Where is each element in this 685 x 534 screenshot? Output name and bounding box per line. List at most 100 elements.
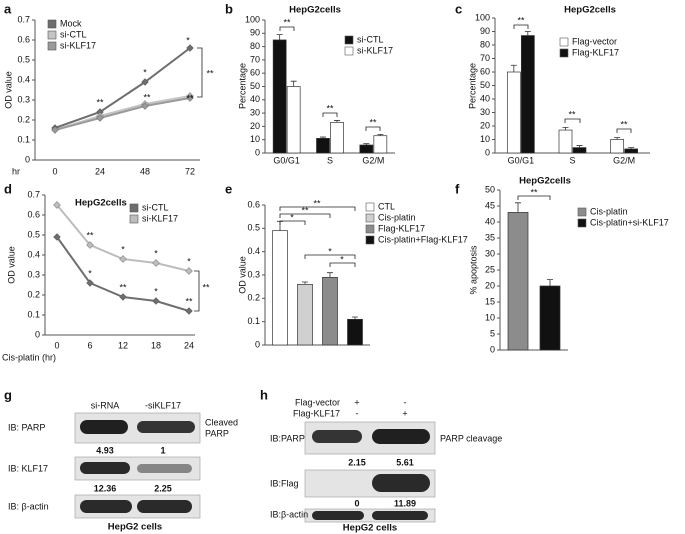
blot-caption: HepG2 cells [108, 522, 162, 533]
point [152, 297, 160, 305]
y-tick-label: 70 [480, 53, 490, 63]
y-tick-label: 100 [245, 14, 260, 24]
y-tick-label: 50 [250, 81, 260, 91]
x-tick-label: 24 [95, 166, 105, 176]
band-quantity: 4.93 [96, 445, 114, 455]
y-tick-label: 40 [485, 216, 495, 226]
y-tick-label: 0.7 [27, 189, 40, 199]
legend-swatch [344, 35, 354, 45]
band-quantity: 1 [160, 445, 165, 455]
legend-swatch [47, 30, 57, 40]
chart-title: HepG2cells [564, 5, 616, 16]
legend-label: CTL [378, 201, 395, 211]
point [119, 293, 127, 301]
probe-label: IB:PARP [270, 433, 305, 443]
band-quantity: 12.36 [94, 483, 117, 493]
y-tick-label: 0.4 [17, 74, 30, 84]
y-tick-label: 50 [485, 184, 495, 194]
annotation: * [328, 246, 332, 256]
annotation: * [154, 248, 158, 258]
legend-swatch [577, 218, 587, 228]
y-tick-label: 0.1 [17, 134, 30, 144]
x-tick-label: G2/M [613, 155, 635, 165]
y-tick-label: 0.4 [247, 246, 260, 256]
x-tick-label: 24 [184, 340, 194, 350]
y-tick-label: 0 [35, 329, 40, 339]
bar [373, 135, 388, 154]
x-tick-label: 72 [185, 166, 195, 176]
condition-label: Flag-vector [295, 397, 340, 407]
probe-label: IB: β-actin [8, 501, 49, 511]
panel-label: h [260, 387, 268, 402]
point [152, 259, 160, 267]
annotation: ** [119, 282, 127, 292]
significance-bracket [322, 112, 338, 117]
y-tick-label: 0 [255, 147, 260, 157]
bar [572, 147, 587, 154]
chart-title: HepG2cells [75, 198, 127, 209]
y-tick-label: 0 [485, 147, 490, 157]
y-axis-label: OD value [3, 71, 13, 109]
band-quantity: 2.25 [154, 483, 172, 493]
annotation: * [88, 268, 92, 278]
annotation: ** [568, 109, 576, 119]
blot-band [137, 421, 195, 433]
point [186, 94, 194, 102]
legend-label: Cis-platin [378, 212, 416, 222]
panel-label: f [455, 181, 460, 196]
y-tick-label: 45 [485, 200, 495, 210]
blot-band [80, 500, 132, 513]
y-tick-label: 0.1 [247, 316, 260, 326]
condition-sign: + [354, 397, 359, 407]
annotation: ** [313, 198, 321, 208]
probe-label: IB:β-actin [270, 509, 308, 519]
y-tick-label: 20 [485, 280, 495, 290]
significance-bracket [564, 118, 581, 123]
y-tick-label: 0.2 [27, 289, 40, 299]
legend-label: si-CTL [357, 34, 384, 44]
significance-bracket [616, 128, 632, 133]
chart-title: HepG2cells [289, 5, 341, 16]
annotation: * [290, 212, 294, 222]
blot-band [312, 430, 362, 443]
blot-caption: HepG2 cells [343, 523, 397, 534]
y-tick-label: 60 [250, 68, 260, 78]
legend-swatch [129, 214, 139, 224]
y-tick-label: 80 [480, 39, 490, 49]
y-axis-label: OD value [237, 256, 247, 294]
blot-band [372, 429, 430, 444]
bar [558, 129, 573, 154]
significance-bracket [279, 26, 295, 31]
point [185, 307, 193, 315]
y-tick-label: 0.6 [247, 199, 260, 209]
legend-label: Flag-KLF17 [378, 223, 425, 233]
y-tick-label: 15 [485, 296, 495, 306]
chart-title: HepG2cells [519, 176, 571, 187]
x-tick-label: 12 [118, 340, 128, 350]
y-tick-label: 5 [490, 328, 495, 338]
annotation: ** [206, 68, 214, 78]
y-tick-label: 0.5 [27, 229, 40, 239]
y-tick-label: 35 [485, 232, 495, 242]
y-tick-label: 90 [250, 28, 260, 38]
bar [286, 86, 301, 154]
y-tick-label: 0.6 [27, 209, 40, 219]
legend-swatch [129, 203, 139, 213]
bar [272, 230, 288, 346]
bar [297, 283, 313, 346]
error-bar [515, 202, 521, 213]
y-tick-label: 0 [490, 344, 495, 354]
y-tick-label: 0.2 [247, 293, 260, 303]
legend-label: si-KLF17 [142, 213, 178, 223]
x-tick-label: 0 [54, 340, 59, 350]
y-tick-label: 10 [250, 134, 260, 144]
annotation: ** [517, 15, 525, 25]
point [141, 78, 149, 86]
annotation: * [340, 254, 344, 264]
significance-bracket [513, 24, 529, 29]
x-tick-label: G0/G1 [273, 155, 300, 165]
annotation: * [121, 244, 125, 254]
y-tick-label: 0 [255, 339, 260, 349]
band-note: PARP [205, 428, 229, 438]
